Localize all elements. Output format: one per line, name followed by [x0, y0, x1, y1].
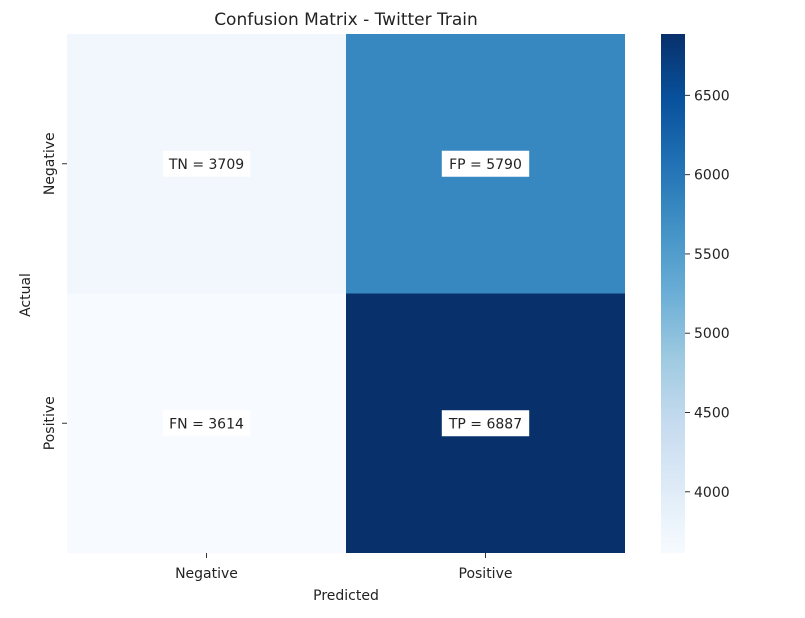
cell-label-box: [162, 150, 251, 177]
y-axis: Negative Positive: [42, 132, 67, 450]
cell-label-text: FN = 3614: [169, 416, 244, 432]
x-tick-label: Negative: [175, 566, 238, 582]
colorbar-tick-label: 6500: [694, 88, 730, 104]
colorbar-tick-label: 4000: [694, 485, 730, 501]
colorbar-tick-label: 5500: [694, 247, 730, 263]
y-tick-label: Negative: [42, 132, 58, 195]
x-axis: Negative Positive: [175, 553, 512, 582]
cell-label: TP = 6887: [441, 410, 530, 437]
x-tick-label: Positive: [459, 566, 513, 582]
y-tick-label: Positive: [42, 396, 58, 450]
cell-label-box: [162, 410, 251, 437]
cell-label-text: FP = 5790: [449, 157, 522, 173]
colorbar: [661, 34, 685, 553]
cell-label: FN = 3614: [162, 410, 251, 437]
cell-label-box: [441, 410, 530, 437]
heatmap-cells: TN = 3709 FP = 5790 FN = 3614 TP = 6887: [67, 34, 625, 553]
cell-label: TN = 3709: [162, 150, 251, 177]
colorbar-ticks: 4000 4500 5000 5500 6000 6500: [685, 88, 730, 501]
colorbar-tick-label: 4500: [694, 406, 730, 422]
colorbar-tick-label: 5000: [694, 326, 730, 342]
cell-label-box: [441, 150, 530, 177]
cell-label-text: TN = 3709: [168, 157, 244, 173]
cell-label-text: TP = 6887: [448, 416, 522, 432]
x-axis-label: Predicted: [313, 588, 379, 604]
chart-title: Confusion Matrix - Twitter Train: [214, 10, 478, 30]
colorbar-tick-label: 6000: [694, 168, 730, 184]
cell-label: FP = 5790: [441, 150, 530, 177]
y-axis-label: Actual: [18, 273, 34, 317]
